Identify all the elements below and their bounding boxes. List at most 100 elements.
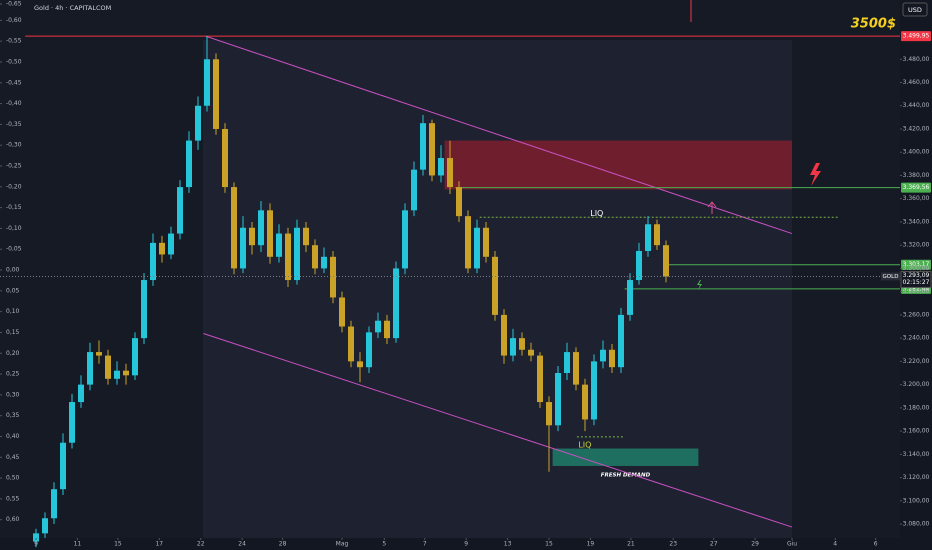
y2-tick-label: 0,50 <box>6 475 20 482</box>
candle-body <box>645 224 651 251</box>
y2-tick-label: 0,25 <box>6 371 20 378</box>
y-tick-label: 3.140,00 <box>903 451 930 458</box>
candle-body <box>555 372 561 426</box>
candle-body <box>564 352 570 373</box>
y-tick-label: 3.200,00 <box>903 381 930 388</box>
candle-body <box>132 338 138 376</box>
x-tick-label: 15 <box>114 541 122 548</box>
candle-body <box>168 233 174 255</box>
y2-tick-label: 0,20 <box>6 350 20 357</box>
price-tag <box>901 182 931 193</box>
candle-body <box>69 402 75 443</box>
candle-body <box>348 326 354 362</box>
y-tick-label: 3.220,00 <box>903 358 930 365</box>
x-tick-label: 9 <box>34 541 38 548</box>
y-tick-label: 3.460,00 <box>903 79 930 86</box>
candle-body <box>141 280 147 339</box>
candle-body <box>87 352 93 385</box>
y2-tick-label: 0,00 <box>6 267 20 274</box>
x-tick-label: 7 <box>423 541 427 548</box>
y-tick-label: 3.280,00 <box>903 288 930 295</box>
candle-body <box>438 158 444 176</box>
liquidity-label: LIQ <box>578 440 591 449</box>
candle-body <box>654 224 660 246</box>
last-price-label: 3.293,09 <box>903 272 930 279</box>
candle-body <box>510 338 516 356</box>
candle-body <box>51 489 57 519</box>
candle-body <box>528 349 534 356</box>
y2-tick-label: -0,35 <box>6 121 22 128</box>
candle-body <box>33 533 39 542</box>
x-tick-label: 11 <box>74 541 82 548</box>
candle-body <box>285 233 291 281</box>
y-tick-label: 3.400,00 <box>903 149 930 156</box>
candle-body <box>204 59 210 106</box>
y2-tick-label: -0,15 <box>6 204 22 211</box>
y2-tick-label: -0,45 <box>6 79 22 86</box>
trendline <box>203 333 793 528</box>
price-tag-label: 3.282,44 <box>903 285 930 292</box>
candle-body <box>159 242 165 255</box>
y-tick-label: 3.180,00 <box>903 404 930 411</box>
candle-body <box>150 242 156 281</box>
y-tick-label: 3.320,00 <box>903 242 930 249</box>
candle-body <box>429 123 435 176</box>
x-tick-label: 29 <box>751 541 759 548</box>
y-tick-label: 3.440,00 <box>903 102 930 109</box>
y2-tick-label: 0,10 <box>6 308 20 315</box>
x-tick-label: 23 <box>669 541 677 548</box>
candle-body <box>42 518 48 534</box>
last-price-tag <box>900 270 932 288</box>
candle-body <box>123 370 129 376</box>
price-tag-label: 3.499,95 <box>903 33 930 40</box>
y2-tick-label: -0,65 <box>6 1 22 8</box>
candle-body <box>330 256 336 298</box>
price-tag-label: 3.303,17 <box>903 261 930 268</box>
y2-tick-label: 0,60 <box>6 516 20 523</box>
candle-body <box>393 268 399 339</box>
lightning-icon <box>810 163 821 186</box>
candle-body <box>78 384 84 403</box>
y2-tick-label: -0,60 <box>6 17 22 24</box>
y2-tick-label: -0,05 <box>6 246 22 253</box>
y2-tick-label: 0,15 <box>6 329 20 336</box>
x-tick-label: 5 <box>382 541 386 548</box>
y2-tick-label: -0,10 <box>6 225 22 232</box>
y-tick-label: 3.080,00 <box>903 521 930 528</box>
x-tick-label: 9 <box>464 541 468 548</box>
y-tick-label: 3.360,00 <box>903 195 930 202</box>
x-tick-label: 24 <box>238 541 246 548</box>
zone <box>552 448 699 466</box>
candle-body <box>609 349 615 368</box>
candle-body <box>447 158 453 188</box>
liquidity-label: LIQ <box>590 209 603 218</box>
y-tick-label: 3.160,00 <box>903 428 930 435</box>
candle-body <box>591 361 597 420</box>
y-tick-label: 3.240,00 <box>903 335 930 342</box>
currency-box[interactable] <box>902 2 928 17</box>
y2-tick-label: 0,35 <box>6 412 20 419</box>
y2-tick-label: 0,05 <box>6 287 20 294</box>
y2-tick-label: 0,55 <box>6 495 20 502</box>
y2-tick-label: -0,55 <box>6 38 22 45</box>
y2-tick-label: -0,20 <box>6 183 22 190</box>
candle-body <box>294 227 300 281</box>
candle-body <box>618 314 624 368</box>
candle-body <box>582 384 588 420</box>
y2-tick-label: -0,30 <box>6 142 22 149</box>
candle-body <box>312 245 318 269</box>
x-tick-label: 6 <box>874 541 878 548</box>
x-tick-label: 17 <box>155 541 163 548</box>
candle-body <box>573 352 579 385</box>
x-tick-label: 21 <box>627 541 635 548</box>
y-tick-label: 3.340,00 <box>903 218 930 225</box>
zone-label: FRESH DEMAND <box>601 472 651 478</box>
y2-tick-label: 0,40 <box>6 433 20 440</box>
y-tick-label: 3.420,00 <box>903 125 930 132</box>
zone <box>444 140 792 190</box>
candle-body <box>474 227 480 269</box>
candle-body <box>267 210 273 257</box>
annotation: 3500$ <box>851 17 896 32</box>
candle-body <box>60 442 66 490</box>
price-tag-label: 3.369,56 <box>903 184 930 191</box>
